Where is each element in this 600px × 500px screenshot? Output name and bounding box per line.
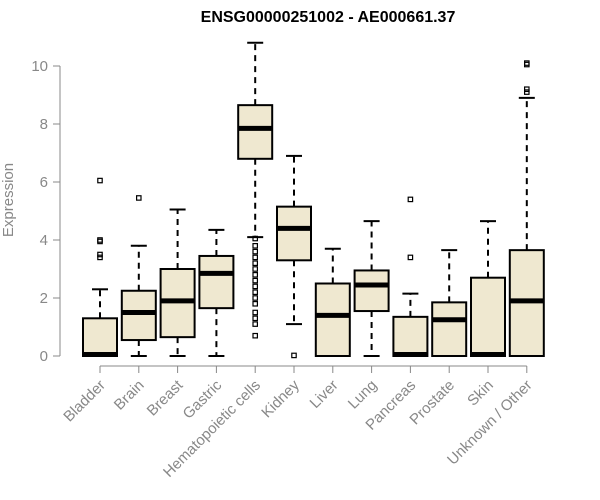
box bbox=[470, 276, 506, 358]
y-tick-label-10: 10 bbox=[31, 58, 48, 75]
box bbox=[120, 289, 157, 342]
outlier-point bbox=[291, 352, 297, 359]
y-tick-label-6: 6 bbox=[40, 174, 48, 191]
chart-title: ENSG00000251002 - AE000661.37 bbox=[201, 9, 456, 26]
box bbox=[82, 317, 118, 357]
box bbox=[392, 315, 429, 358]
box-group-1 bbox=[120, 195, 157, 357]
outlier-point bbox=[252, 315, 259, 322]
box-group-0 bbox=[82, 177, 118, 358]
plot-area bbox=[82, 41, 545, 359]
box bbox=[431, 301, 468, 358]
outlier-point bbox=[252, 254, 259, 261]
x-tick-label: Breast bbox=[144, 376, 187, 419]
y-axis-label: Expression bbox=[0, 163, 17, 237]
box-group-7 bbox=[353, 220, 390, 357]
box bbox=[314, 282, 351, 357]
outlier-point bbox=[252, 295, 259, 301]
outlier-point bbox=[136, 195, 142, 201]
outlier-point bbox=[252, 277, 259, 284]
x-tick-label: Lung bbox=[345, 377, 381, 413]
box-group-4 bbox=[237, 41, 274, 339]
y-axis: 0 2 4 6 8 10 bbox=[31, 58, 61, 365]
y-tick-label-2: 2 bbox=[40, 290, 48, 307]
x-tick-label: Bladder bbox=[60, 377, 109, 426]
box bbox=[237, 104, 274, 160]
x-tick-label: Skin bbox=[464, 377, 497, 410]
box-group-5 bbox=[276, 154, 312, 359]
outlier-point bbox=[523, 60, 530, 66]
x-tick-label: Liver bbox=[307, 377, 342, 412]
outlier-point bbox=[523, 61, 530, 68]
outlier-point bbox=[252, 321, 259, 327]
outlier-point bbox=[252, 243, 259, 249]
box bbox=[276, 205, 312, 262]
y-tick-label-4: 4 bbox=[40, 232, 48, 249]
outlier-point bbox=[252, 248, 259, 255]
outlier-point bbox=[407, 254, 414, 261]
box bbox=[198, 254, 235, 310]
outlier-point bbox=[252, 260, 259, 267]
outlier-point bbox=[407, 196, 414, 203]
outlier-point bbox=[252, 309, 259, 316]
outlier-point bbox=[252, 235, 259, 242]
x-tick-label: Brain bbox=[111, 377, 148, 414]
y-tick-label-8: 8 bbox=[40, 116, 48, 133]
outlier-point bbox=[252, 283, 259, 290]
y-tick-label-0: 0 bbox=[40, 348, 48, 365]
outlier-point bbox=[252, 272, 259, 278]
outlier-point bbox=[252, 301, 259, 307]
box bbox=[353, 269, 390, 313]
box-group-6 bbox=[314, 247, 351, 357]
box-group-8 bbox=[392, 196, 429, 358]
outlier-point bbox=[97, 254, 103, 261]
outlier-point bbox=[523, 86, 530, 93]
outlier-point bbox=[523, 89, 530, 95]
x-tick-label: Kidney bbox=[258, 376, 303, 421]
outlier-point bbox=[252, 266, 259, 272]
box-group-11 bbox=[508, 60, 545, 357]
box-group-3 bbox=[198, 228, 235, 357]
outlier-point bbox=[97, 237, 103, 243]
box-group-2 bbox=[159, 208, 196, 357]
outlier-point bbox=[252, 332, 259, 339]
box-group-9 bbox=[431, 249, 468, 358]
box-group-10 bbox=[470, 220, 506, 358]
outlier-point bbox=[97, 238, 103, 245]
outlier-point bbox=[252, 289, 259, 296]
outlier-point bbox=[97, 251, 103, 258]
outlier-point bbox=[97, 177, 103, 184]
